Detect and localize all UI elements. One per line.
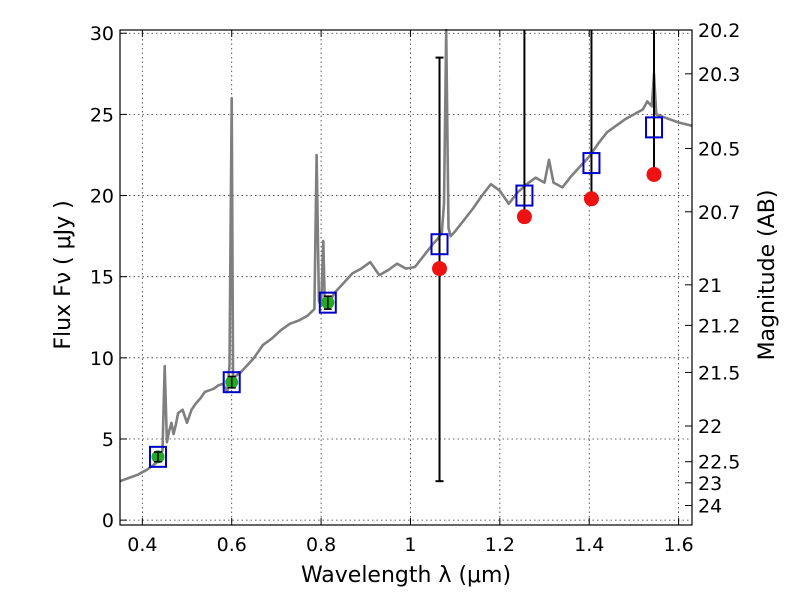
x-tick-label: 1 xyxy=(404,534,416,556)
y-tick-label: 20 xyxy=(90,186,114,208)
x-axis-label: Wavelength λ (μm) xyxy=(301,563,511,588)
x-tick-label: 1.4 xyxy=(574,534,604,556)
right-tick-label: 22.5 xyxy=(698,452,740,474)
spectrum-line xyxy=(119,28,693,483)
model-box xyxy=(515,184,534,207)
red-point xyxy=(646,166,662,182)
model-box xyxy=(148,445,167,468)
model-box xyxy=(318,291,337,314)
x-tick-label: 0.6 xyxy=(217,534,247,556)
x-tick-label: 0.8 xyxy=(306,534,336,556)
right-tick-label: 22 xyxy=(698,416,722,438)
right-axis-label: Magnitude (AB) xyxy=(755,190,780,361)
red-point xyxy=(432,261,448,277)
x-tick-label: 1.2 xyxy=(485,534,515,556)
right-tick-label: 21.5 xyxy=(698,362,740,384)
x-tick-label: 0.4 xyxy=(127,534,157,556)
right-tick-label: 20.3 xyxy=(698,64,740,86)
plot-frame xyxy=(119,29,693,526)
x-tick-label: 1.6 xyxy=(663,534,693,556)
y-axis-label: Flux Fν ( μJy ) xyxy=(51,200,76,349)
model-box xyxy=(222,371,241,394)
y-tick-label: 15 xyxy=(90,267,114,289)
y-tick-label: 10 xyxy=(90,348,114,370)
grid xyxy=(120,30,692,525)
red-point xyxy=(583,191,599,207)
right-tick-label: 20.5 xyxy=(698,138,740,160)
right-tick-label: 21.2 xyxy=(698,315,740,337)
right-tick-label: 23 xyxy=(698,473,722,495)
model-box xyxy=(582,152,601,175)
model-box xyxy=(645,116,664,139)
series-layer xyxy=(119,28,693,483)
model-box xyxy=(430,233,449,256)
right-tick-label: 20.7 xyxy=(698,202,740,224)
y-tick-label: 30 xyxy=(90,23,114,45)
right-tick-label: 24 xyxy=(698,496,722,518)
y-tick-label: 0 xyxy=(102,510,114,532)
axes: 0.4 0.6 0.8 1 1.2 1.4 1.6 0 5 10 15 20 25 30 20.2 20.3 2… xyxy=(90,20,741,556)
right-tick-label: 21 xyxy=(698,275,722,297)
y-tick-label: 5 xyxy=(102,429,114,451)
y-tick-label: 25 xyxy=(90,104,114,126)
right-tick-label: 20.2 xyxy=(698,20,740,42)
red-point xyxy=(516,209,532,225)
